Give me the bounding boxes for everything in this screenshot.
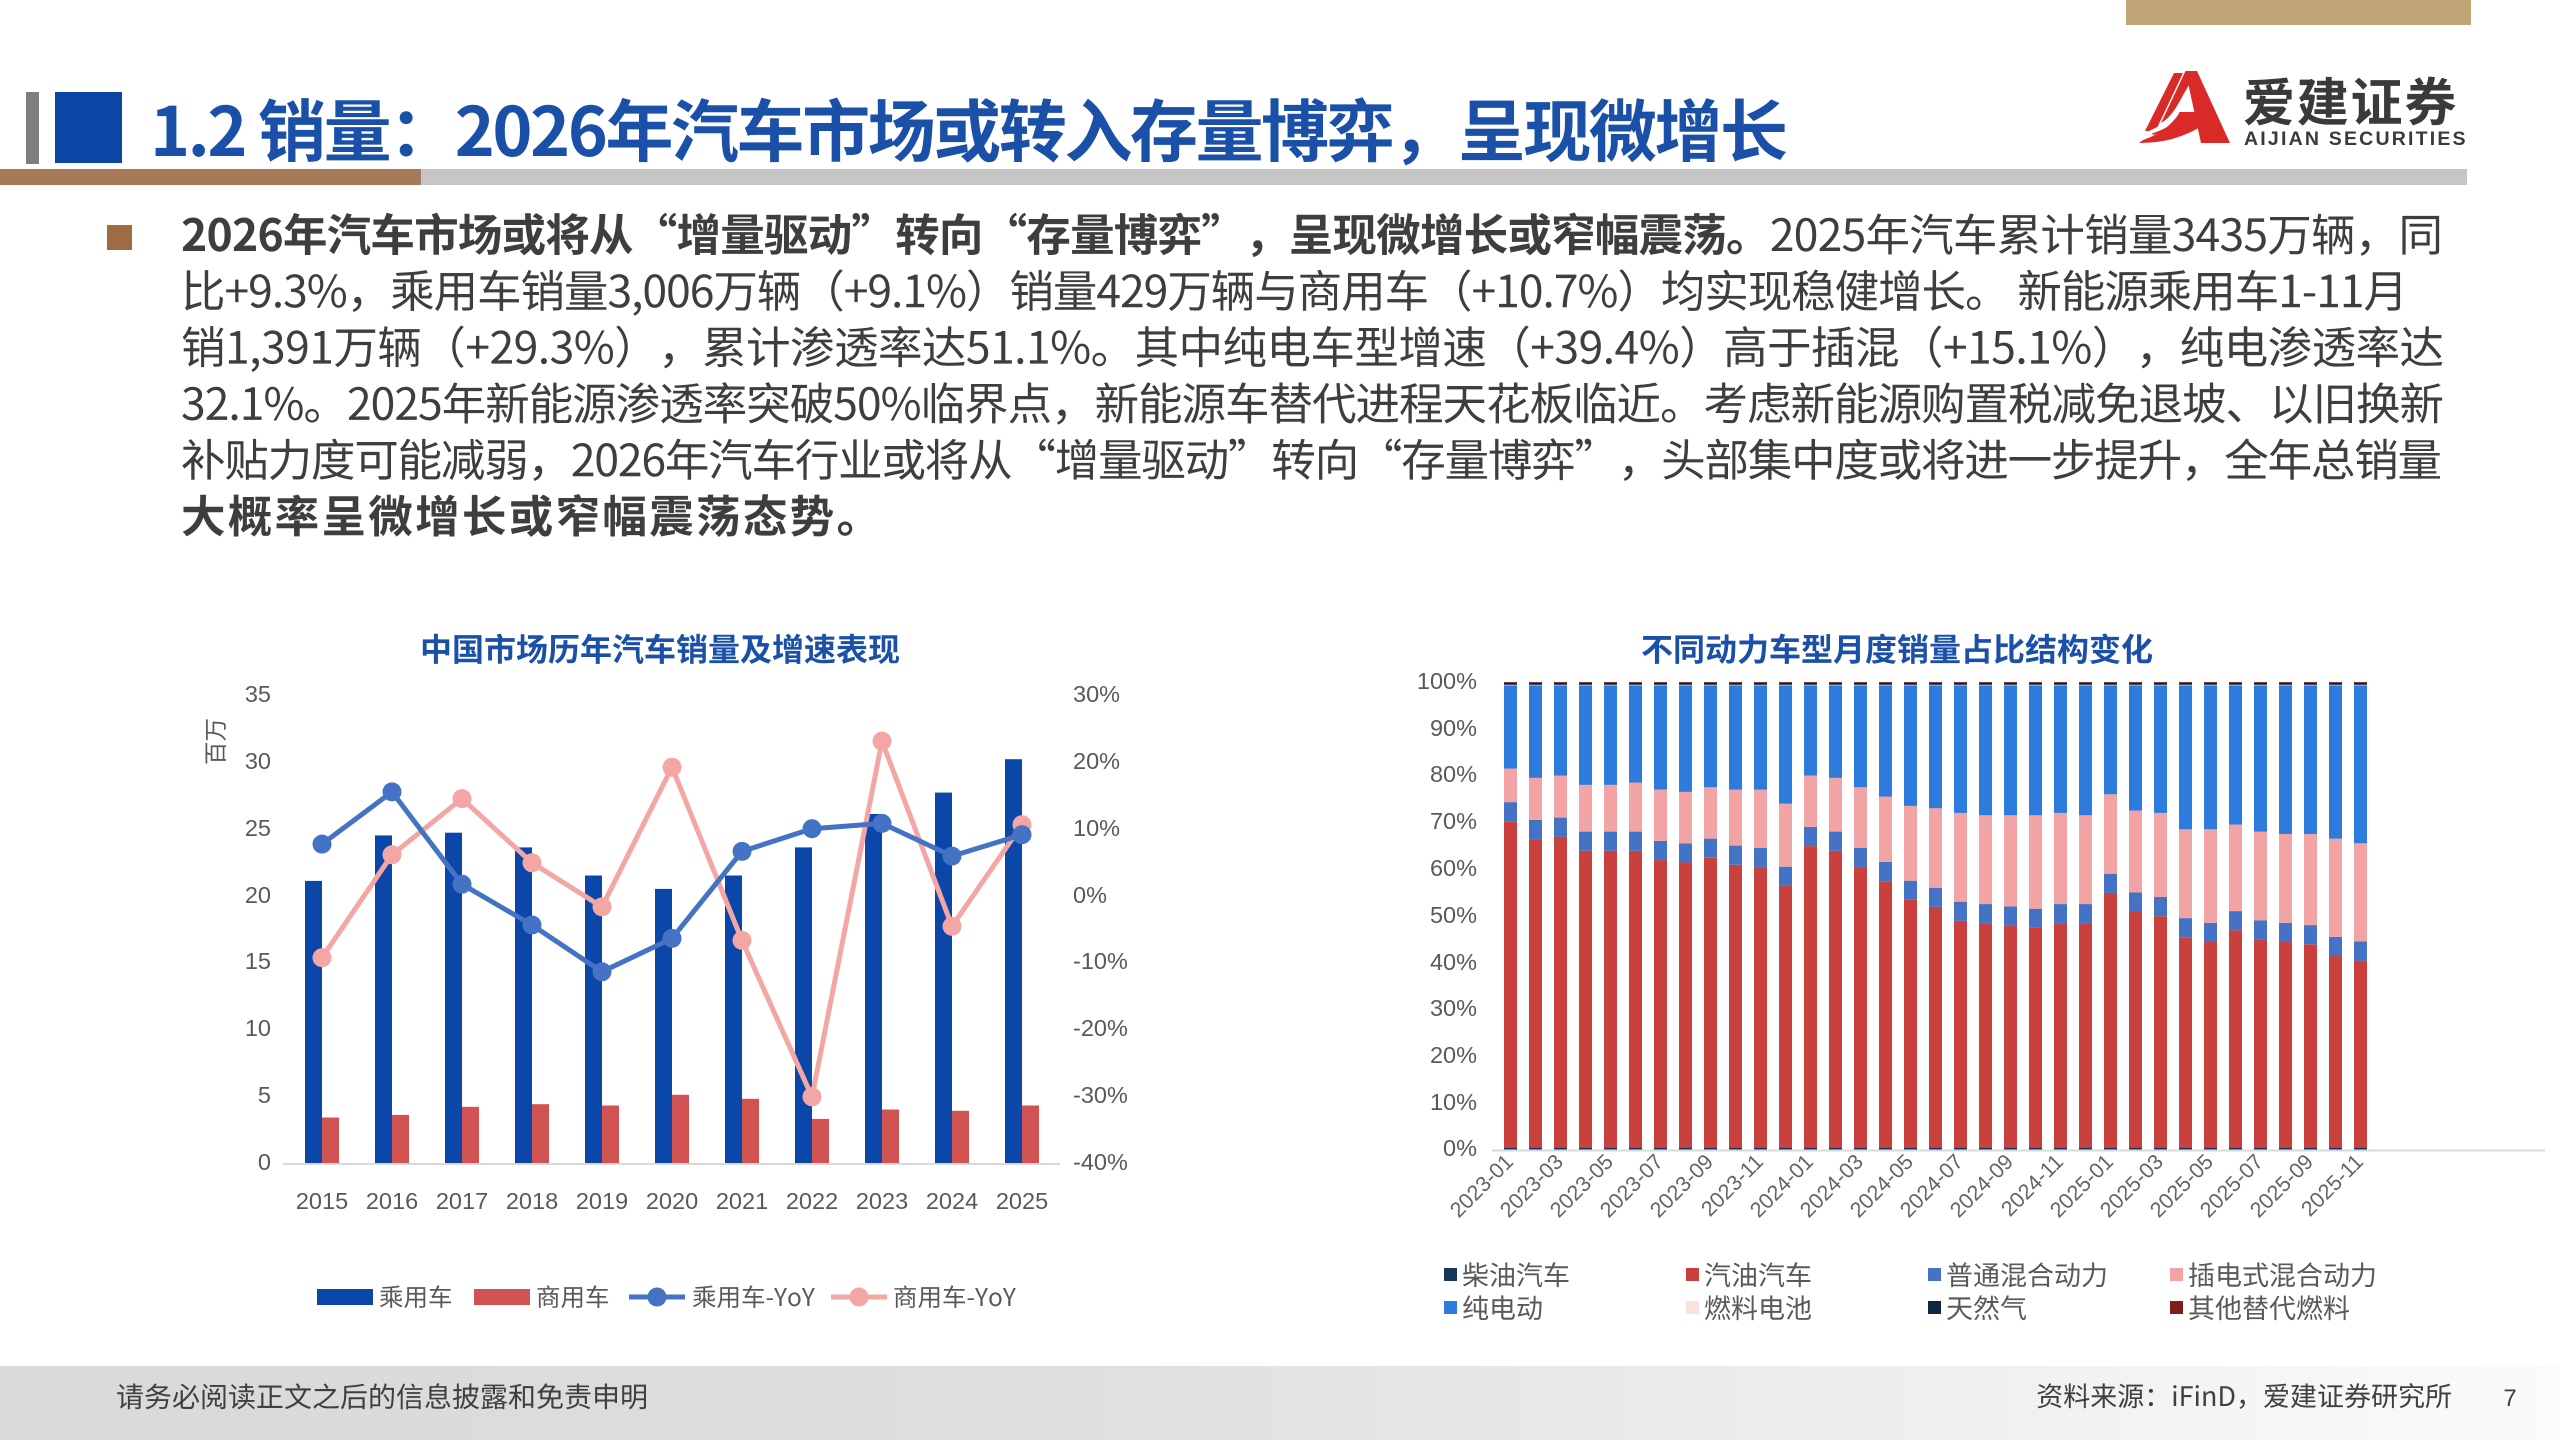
svg-text:2017: 2017 (436, 1188, 488, 1214)
svg-text:35: 35 (245, 681, 271, 707)
svg-text:10%: 10% (1430, 1089, 1477, 1115)
svg-text:2021: 2021 (716, 1188, 768, 1214)
svg-text:2019: 2019 (576, 1188, 628, 1214)
svg-text:100%: 100% (1417, 668, 1477, 694)
svg-text:2023: 2023 (856, 1188, 908, 1214)
svg-text:30: 30 (245, 748, 271, 774)
svg-text:20%: 20% (1430, 1042, 1477, 1068)
svg-text:30%: 30% (1430, 995, 1477, 1021)
svg-text:20%: 20% (1073, 748, 1120, 774)
svg-text:0%: 0% (1073, 882, 1107, 908)
svg-text:0: 0 (258, 1149, 271, 1175)
svg-text:2015: 2015 (296, 1188, 348, 1214)
svg-text:2025: 2025 (996, 1188, 1048, 1214)
svg-text:2020: 2020 (646, 1188, 698, 1214)
svg-text:10: 10 (245, 1015, 271, 1041)
svg-text:90%: 90% (1430, 715, 1477, 741)
svg-text:0%: 0% (1443, 1135, 1477, 1161)
svg-text:5: 5 (258, 1082, 271, 1108)
svg-text:15: 15 (245, 948, 271, 974)
svg-text:-30%: -30% (1073, 1082, 1128, 1108)
svg-text:AIJIAN SECURITIES: AIJIAN SECURITIES (2244, 128, 2468, 150)
svg-text:25: 25 (245, 815, 271, 841)
svg-text:30%: 30% (1073, 681, 1120, 707)
svg-text:80%: 80% (1430, 761, 1477, 787)
svg-text:-20%: -20% (1073, 1015, 1128, 1041)
svg-text:10%: 10% (1073, 815, 1120, 841)
svg-text:70%: 70% (1430, 808, 1477, 834)
svg-text:-40%: -40% (1073, 1149, 1128, 1175)
svg-text:2022: 2022 (786, 1188, 838, 1214)
svg-text:40%: 40% (1430, 949, 1477, 975)
svg-text:2016: 2016 (366, 1188, 418, 1214)
svg-text:2024: 2024 (926, 1188, 978, 1214)
svg-text:7: 7 (2503, 1385, 2516, 1412)
svg-text:-10%: -10% (1073, 948, 1128, 974)
svg-text:2018: 2018 (506, 1188, 558, 1214)
svg-text:60%: 60% (1430, 855, 1477, 881)
svg-text:20: 20 (245, 882, 271, 908)
svg-text:50%: 50% (1430, 902, 1477, 928)
